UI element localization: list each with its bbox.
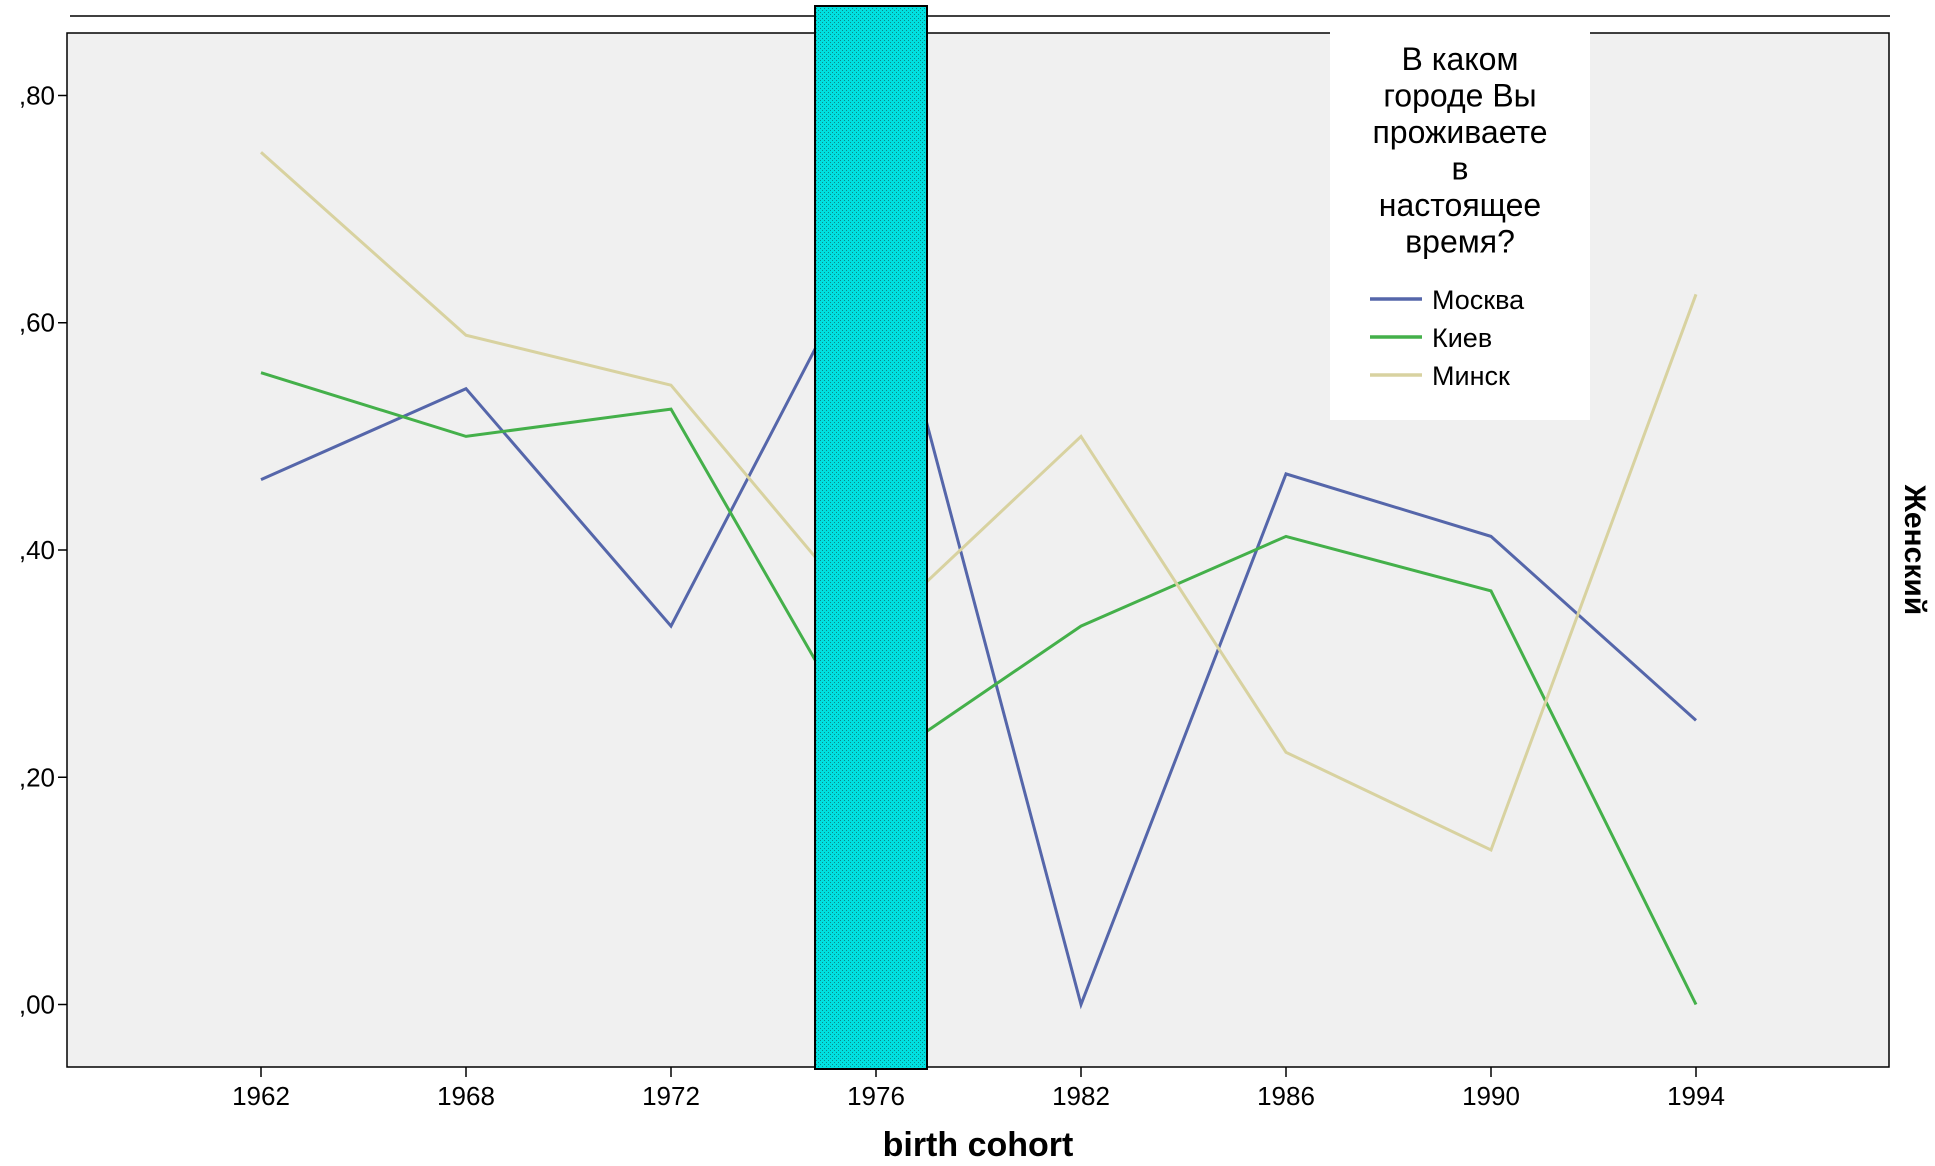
legend-title-line: время? <box>1405 224 1515 260</box>
occluding-bar <box>814 5 928 1070</box>
legend: В каком городе Вы проживаете в настоящее врем… <box>1330 28 1590 420</box>
series-line-Минск <box>260 151 1698 853</box>
y-tick-label: ,40 <box>19 535 55 565</box>
x-tick-label: 1976 <box>847 1081 905 1111</box>
series-lines <box>260 151 1698 1010</box>
series-line-Киев <box>260 371 1698 1006</box>
legend-title-line: в <box>1452 151 1469 187</box>
y-tick-label: ,00 <box>19 990 55 1020</box>
x-tick-label: 1994 <box>1667 1081 1725 1111</box>
legend-title-line: проживаете <box>1372 114 1547 150</box>
legend-label: Минск <box>1432 361 1510 391</box>
legend-title-line: настоящее <box>1379 187 1541 223</box>
x-tick-label: 1962 <box>232 1081 290 1111</box>
x-tick-label: 1990 <box>1462 1081 1520 1111</box>
y-tick-label: ,60 <box>19 308 55 338</box>
x-tick-label: 1972 <box>642 1081 700 1111</box>
legend-background <box>1330 28 1590 420</box>
x-tick-label: 1982 <box>1052 1081 1110 1111</box>
x-tick-label: 1968 <box>437 1081 495 1111</box>
legend-label: Киев <box>1432 323 1492 353</box>
series-line-Москва <box>260 227 1698 1010</box>
x-tick-label: 1986 <box>1257 1081 1315 1111</box>
y-axis: ,00 ,20 ,40 ,60 ,80 <box>19 80 67 1020</box>
legend-items: Москва Киев Минск <box>1370 285 1525 391</box>
legend-title-line: городе Вы <box>1383 78 1536 114</box>
panel-label: Женский <box>1898 484 1931 616</box>
y-tick-label: ,20 <box>19 762 55 792</box>
plot-area <box>66 32 1890 1068</box>
y-tick-label: ,80 <box>19 80 55 110</box>
legend-title: В каком городе Вы проживаете в настоящее врем… <box>1372 41 1547 260</box>
legend-label: Москва <box>1432 285 1525 315</box>
x-axis-title: birth cohort <box>883 1126 1074 1164</box>
x-axis: 1962 1968 1972 1976 1982 1986 1990 1994 <box>232 1067 1725 1111</box>
legend-title-line: В каком <box>1402 41 1519 77</box>
